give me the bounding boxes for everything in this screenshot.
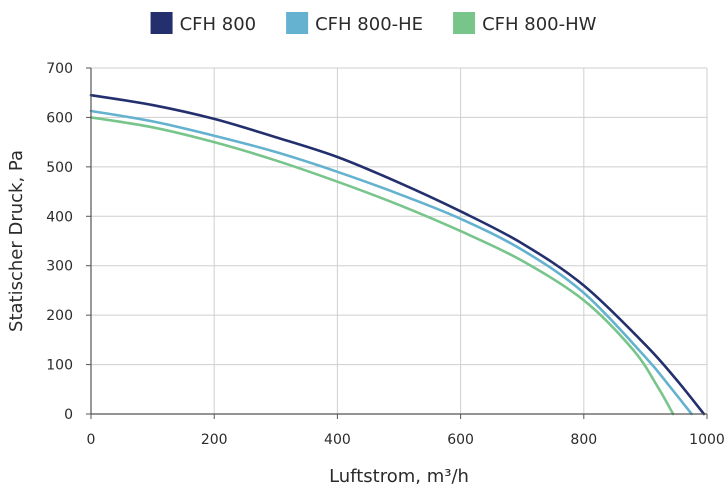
x-tick-label: 400 (324, 432, 351, 448)
y-tick-label: 300 (46, 259, 73, 275)
y-tick-label: 700 (46, 61, 73, 77)
legend-label: CFH 800-HE (315, 14, 423, 35)
series-layer (89, 93, 706, 416)
x-tick-label: 600 (447, 432, 474, 448)
y-tick-label: 400 (46, 209, 73, 225)
y-tick-label: 600 (46, 110, 73, 126)
series-line-cfh-800 (89, 93, 706, 416)
y-axis-title: Statischer Druck, Pa (6, 150, 27, 332)
series-line-cfh-800-hw (89, 116, 675, 416)
x-tick-label: 800 (570, 432, 597, 448)
legend-item-cfh-800-he: CFH 800-HE (286, 12, 423, 35)
x-tick-label: 1000 (689, 432, 725, 448)
y-tick-label: 0 (64, 407, 73, 423)
series-line-cfh-800-he (89, 109, 693, 416)
legend-item-cfh-800: CFH 800 (150, 12, 257, 35)
legend-swatch (150, 12, 173, 34)
legend-item-cfh-800-hw: CFH 800-HW (453, 12, 597, 35)
legend-swatch (286, 12, 309, 34)
x-axis-title: Luftstrom, m³/h (329, 466, 469, 486)
legend: CFH 800 CFH 800-HE CFH 800-HW (150, 12, 597, 35)
x-tick-label: 200 (201, 432, 228, 448)
grid (91, 67, 708, 414)
y-tick-label: 200 (46, 308, 73, 324)
x-tick-label: 0 (87, 432, 96, 448)
y-tick-label: 500 (46, 160, 73, 176)
axes: 0 100 200 300 400 500 600 700 0 200 400 600 800 1000 (46, 61, 725, 448)
legend-swatch (453, 12, 476, 34)
legend-label: CFH 800 (180, 14, 257, 35)
legend-label: CFH 800-HW (482, 14, 597, 35)
y-tick-label: 100 (46, 358, 73, 374)
